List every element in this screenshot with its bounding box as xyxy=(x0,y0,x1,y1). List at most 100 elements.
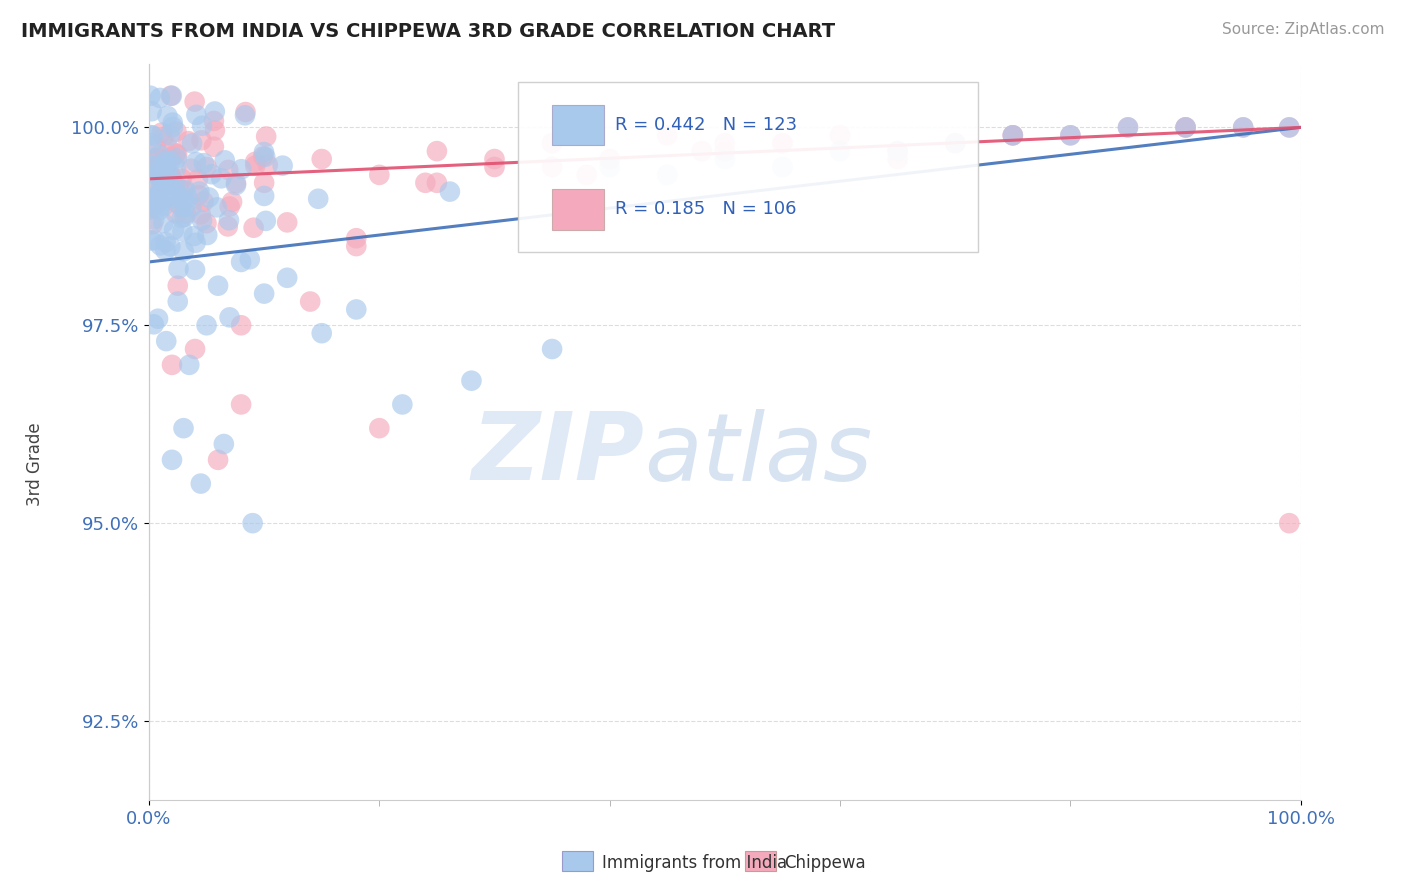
Point xyxy=(229,255,252,269)
Point xyxy=(193,156,215,170)
Point xyxy=(143,233,166,247)
Point xyxy=(1278,120,1301,135)
Bar xyxy=(553,104,605,145)
Point xyxy=(254,129,277,144)
Bar xyxy=(745,851,776,871)
Point xyxy=(160,453,183,467)
Point xyxy=(146,311,169,326)
Point xyxy=(145,138,167,153)
Point xyxy=(153,158,176,172)
Point xyxy=(165,186,187,201)
Point xyxy=(886,144,908,158)
Point xyxy=(1174,120,1197,135)
Point xyxy=(253,189,276,203)
Point xyxy=(271,159,294,173)
Point xyxy=(1278,120,1301,135)
Point xyxy=(184,235,207,250)
Point xyxy=(599,152,621,166)
Point xyxy=(139,164,162,178)
Point xyxy=(139,159,162,173)
Point xyxy=(187,172,209,186)
Point xyxy=(426,144,449,158)
Point xyxy=(207,278,229,293)
Point xyxy=(217,219,239,234)
Point xyxy=(1174,120,1197,135)
Text: atlas: atlas xyxy=(644,409,873,500)
Point xyxy=(690,144,713,158)
Point xyxy=(150,126,173,140)
Point xyxy=(201,167,224,181)
Point xyxy=(225,178,247,192)
Point xyxy=(166,190,188,204)
Point xyxy=(1001,128,1024,143)
Point xyxy=(150,178,173,193)
Point xyxy=(141,234,163,248)
Point xyxy=(149,238,172,252)
Point xyxy=(344,302,367,317)
Point xyxy=(141,201,163,215)
Point xyxy=(1059,128,1081,143)
Point xyxy=(139,192,162,206)
Point xyxy=(225,176,247,190)
Point xyxy=(242,516,264,531)
Point xyxy=(541,160,564,174)
Point xyxy=(188,185,211,199)
Point xyxy=(143,167,166,181)
Point xyxy=(439,185,461,199)
Point xyxy=(415,176,437,190)
Point xyxy=(276,270,298,285)
Point xyxy=(253,145,276,159)
Point xyxy=(195,160,218,174)
Point xyxy=(160,149,183,163)
Point xyxy=(159,239,181,253)
Point xyxy=(162,120,184,134)
Point xyxy=(239,252,262,267)
Point xyxy=(146,180,169,194)
Point xyxy=(179,358,201,372)
Point xyxy=(195,228,218,243)
Point xyxy=(221,194,243,209)
Point xyxy=(181,136,204,151)
Point xyxy=(198,190,221,204)
Point xyxy=(153,153,176,168)
Point xyxy=(657,128,679,143)
Point xyxy=(368,168,391,182)
Text: R = 0.442   N = 123: R = 0.442 N = 123 xyxy=(616,116,797,134)
Point xyxy=(153,129,176,144)
Point xyxy=(162,115,184,129)
Text: 3rd Grade: 3rd Grade xyxy=(27,422,44,506)
Point xyxy=(149,91,172,105)
Point xyxy=(167,181,190,195)
Point xyxy=(202,140,225,154)
Point xyxy=(204,123,226,137)
Point xyxy=(139,161,162,176)
Point xyxy=(156,109,179,123)
Point xyxy=(159,168,181,182)
Bar xyxy=(553,189,605,230)
Point xyxy=(166,152,188,166)
Point xyxy=(143,212,166,227)
Point xyxy=(191,213,214,227)
Point xyxy=(828,128,851,143)
Point xyxy=(155,334,177,348)
Point xyxy=(156,167,179,181)
Point xyxy=(218,200,240,214)
Point xyxy=(139,202,162,217)
Point xyxy=(484,160,506,174)
Point xyxy=(193,194,215,209)
Point xyxy=(204,104,226,119)
Point xyxy=(256,158,278,172)
Point xyxy=(828,144,851,158)
Point xyxy=(150,161,173,175)
Point xyxy=(195,318,218,333)
Point xyxy=(943,136,966,151)
Point xyxy=(218,310,240,325)
FancyBboxPatch shape xyxy=(517,82,979,252)
Point xyxy=(205,200,228,214)
Point xyxy=(575,168,598,182)
Point xyxy=(233,108,256,122)
Point xyxy=(235,105,257,120)
Point xyxy=(148,193,170,207)
Point xyxy=(177,191,200,205)
Point xyxy=(173,200,195,214)
